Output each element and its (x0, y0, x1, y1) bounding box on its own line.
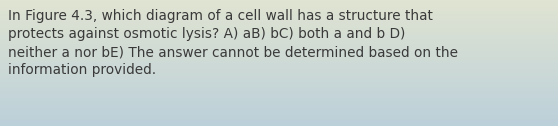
Text: In Figure 4.3, which diagram of a cell wall has a structure that
protects agains: In Figure 4.3, which diagram of a cell w… (8, 9, 458, 77)
